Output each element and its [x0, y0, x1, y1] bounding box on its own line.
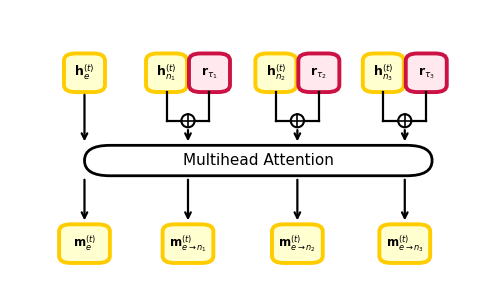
FancyBboxPatch shape	[406, 54, 447, 92]
FancyBboxPatch shape	[146, 54, 187, 92]
FancyBboxPatch shape	[59, 224, 110, 263]
Text: $\mathbf{h}_{n_1}^{(t)}$: $\mathbf{h}_{n_1}^{(t)}$	[156, 62, 177, 83]
FancyBboxPatch shape	[163, 224, 213, 263]
FancyBboxPatch shape	[363, 54, 404, 92]
FancyBboxPatch shape	[85, 145, 432, 176]
Text: $\mathbf{r}_{\tau_3}$: $\mathbf{r}_{\tau_3}$	[418, 65, 434, 81]
Text: $\mathbf{h}_{n_2}^{(t)}$: $\mathbf{h}_{n_2}^{(t)}$	[266, 62, 286, 83]
Text: $\mathbf{r}_{\tau_1}$: $\mathbf{r}_{\tau_1}$	[201, 65, 218, 81]
FancyBboxPatch shape	[272, 224, 323, 263]
Text: $\mathbf{r}_{\tau_2}$: $\mathbf{r}_{\tau_2}$	[310, 65, 327, 81]
Text: $\mathbf{h}_e^{(t)}$: $\mathbf{h}_e^{(t)}$	[74, 63, 95, 82]
Text: Multihead Attention: Multihead Attention	[183, 153, 334, 168]
FancyBboxPatch shape	[189, 54, 230, 92]
FancyBboxPatch shape	[64, 54, 105, 92]
FancyBboxPatch shape	[256, 54, 296, 92]
FancyBboxPatch shape	[380, 224, 430, 263]
FancyBboxPatch shape	[298, 54, 339, 92]
Text: $\mathbf{h}_{n_3}^{(t)}$: $\mathbf{h}_{n_3}^{(t)}$	[373, 62, 394, 83]
Text: $\mathbf{m}_e^{(t)}$: $\mathbf{m}_e^{(t)}$	[73, 234, 96, 253]
Text: $\mathbf{m}_{e\to n_3}^{(t)}$: $\mathbf{m}_{e\to n_3}^{(t)}$	[386, 233, 424, 254]
Text: $\mathbf{m}_{e\to n_2}^{(t)}$: $\mathbf{m}_{e\to n_2}^{(t)}$	[279, 233, 316, 254]
Text: $\mathbf{m}_{e\to n_1}^{(t)}$: $\mathbf{m}_{e\to n_1}^{(t)}$	[169, 233, 207, 254]
